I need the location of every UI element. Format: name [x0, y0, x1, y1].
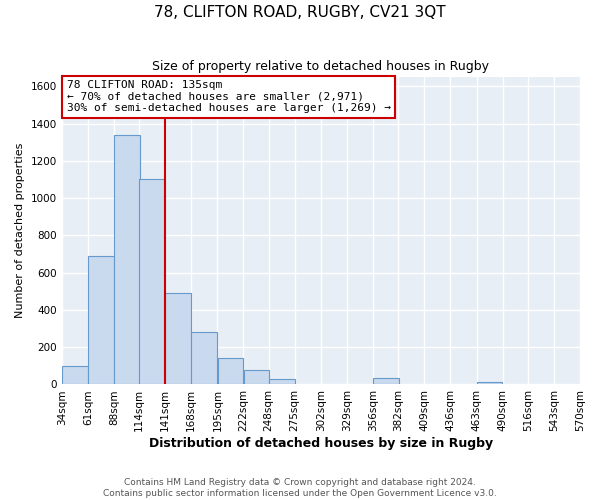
Bar: [139, 180, 165, 384]
Bar: [476, 382, 502, 384]
Text: Contains HM Land Registry data © Crown copyright and database right 2024.
Contai: Contains HM Land Registry data © Crown c…: [103, 478, 497, 498]
Bar: [62, 366, 88, 384]
Y-axis label: Number of detached properties: Number of detached properties: [15, 143, 25, 318]
Bar: [88, 256, 114, 384]
Bar: [373, 378, 399, 384]
X-axis label: Distribution of detached houses by size in Rugby: Distribution of detached houses by size …: [149, 437, 493, 450]
Title: Size of property relative to detached houses in Rugby: Size of property relative to detached ho…: [152, 60, 490, 73]
Bar: [244, 370, 269, 384]
Bar: [218, 358, 244, 384]
Bar: [114, 134, 140, 384]
Text: 78 CLIFTON ROAD: 135sqm
← 70% of detached houses are smaller (2,971)
30% of semi: 78 CLIFTON ROAD: 135sqm ← 70% of detache…: [67, 80, 391, 113]
Bar: [165, 293, 191, 384]
Text: 78, CLIFTON ROAD, RUGBY, CV21 3QT: 78, CLIFTON ROAD, RUGBY, CV21 3QT: [154, 5, 446, 20]
Bar: [269, 379, 295, 384]
Bar: [191, 332, 217, 384]
